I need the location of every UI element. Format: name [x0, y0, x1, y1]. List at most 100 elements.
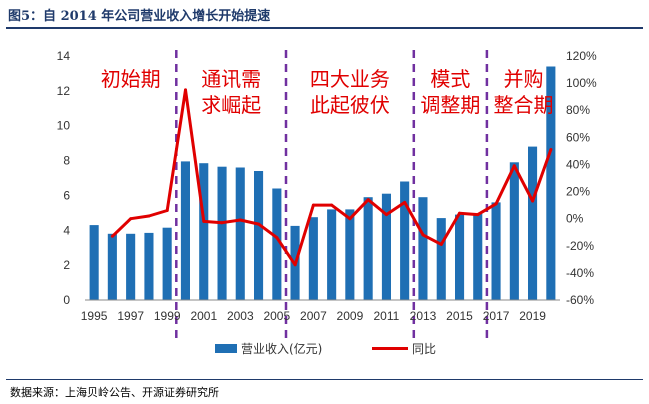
yoy-point-1997	[129, 217, 133, 221]
right-tick-label: -60%	[566, 293, 594, 307]
left-tick-label: 6	[63, 188, 70, 202]
yoy-point-2003	[238, 218, 242, 222]
figure-title: 图5：自 2014 年公司营业收入增长开始提速	[8, 9, 271, 24]
right-tick-label: 60%	[566, 130, 590, 144]
bar-2017	[491, 202, 501, 300]
phase-dividers	[175, 50, 489, 340]
phase-label: 求崛起	[201, 93, 261, 117]
source-rule	[6, 379, 643, 380]
x-tick-label: 1999	[154, 309, 181, 323]
x-tick-label: 2003	[227, 309, 254, 323]
yoy-point-2001	[202, 219, 206, 223]
title-rule	[6, 27, 643, 29]
source-note: 数据来源：上海贝岭公告、开源证券研究所	[10, 386, 219, 399]
bar-2002	[217, 166, 227, 300]
bar-2000	[180, 161, 190, 300]
right-tick-label: -40%	[566, 266, 594, 280]
bar-2005	[272, 188, 282, 300]
bar-2009	[345, 209, 355, 300]
yoy-point-2011	[384, 213, 388, 217]
right-tick-label: 80%	[566, 103, 590, 117]
bar-1995	[89, 225, 99, 300]
phase-label: 初始期	[101, 67, 161, 91]
yoy-line	[110, 88, 553, 267]
yoy-point-2009	[348, 217, 352, 221]
yoy-point-2000	[184, 88, 187, 92]
left-tick-label: 2	[63, 258, 70, 272]
bar-2020	[546, 66, 556, 300]
phase-label: 整合期	[494, 93, 554, 117]
bar-2011	[381, 193, 391, 300]
left-tick-label: 0	[63, 293, 70, 307]
yoy-point-2016	[476, 213, 480, 217]
x-tick-label: 2007	[300, 309, 327, 323]
legend-bar-label: 营业收入(亿元)	[241, 341, 322, 356]
right-tick-label: -20%	[566, 239, 594, 253]
legend-bar-swatch	[215, 344, 237, 353]
yoy-point-2014	[439, 242, 443, 246]
phase-label: 调整期	[420, 93, 480, 117]
right-tick-label: 0%	[566, 212, 584, 226]
x-tick-label: 1995	[81, 309, 108, 323]
left-tick-label: 4	[63, 223, 70, 237]
yoy-point-2018	[512, 164, 516, 168]
yoy-point-2019	[531, 199, 535, 203]
x-tick-label: 2001	[190, 309, 217, 323]
yoy-point-1999	[165, 209, 169, 212]
bar-2019	[528, 146, 538, 300]
bar-2013	[418, 197, 428, 300]
phase-label: 并购	[504, 67, 544, 91]
x-tick-label: 2013	[410, 309, 437, 323]
yoy-point-2002	[220, 221, 224, 225]
bar-2008	[327, 209, 337, 300]
x-tick-label: 2015	[446, 309, 473, 323]
revenue-chart: 0 2 4 6 8 10 12 14 -60% -40% -20% 0% 20% 40% 60% 80% 100…	[57, 49, 597, 356]
yoy-point-2006	[293, 263, 297, 267]
bar-2012	[400, 181, 410, 300]
legend-line-label: 同比	[412, 342, 436, 356]
axes: 0 2 4 6 8 10 12 14 -60% -40% -20% 0% 20% 40% 60% 80% 100…	[57, 49, 597, 323]
right-tick-label: 20%	[566, 185, 590, 199]
x-tick-label: 2011	[373, 309, 399, 323]
yoy-point-2010	[366, 198, 370, 202]
yoy-point-2004	[257, 222, 261, 226]
bar-1997	[126, 233, 136, 300]
yoy-point-2007	[311, 203, 315, 207]
bar-2018	[509, 162, 519, 300]
x-tick-label: 2019	[519, 309, 546, 323]
yoy-point-2008	[330, 203, 334, 207]
left-tick-label: 8	[63, 154, 70, 168]
right-tick-label: 100%	[566, 76, 597, 90]
yoy-point-2013	[421, 233, 425, 237]
phase-label: 四大业务	[310, 67, 390, 91]
left-tick-label: 14	[57, 49, 71, 63]
bar-1998	[144, 232, 154, 300]
bar-2016	[473, 213, 483, 300]
phase-label: 此起彼伏	[310, 93, 390, 117]
x-tick-label: 2017	[483, 309, 510, 323]
bar-2010	[363, 197, 373, 300]
yoy-point-1998	[147, 214, 151, 218]
yoy-point-2020	[549, 148, 553, 151]
left-tick-label: 12	[57, 84, 71, 98]
x-tick-label: 2009	[337, 309, 364, 323]
bar-2003	[235, 167, 245, 300]
bar-2015	[455, 214, 465, 300]
yoy-point-1996	[110, 234, 114, 238]
phase-label: 模式	[430, 67, 470, 91]
left-tick-label: 10	[57, 119, 71, 133]
bar-2014	[436, 218, 446, 300]
bar-1996	[107, 233, 117, 300]
bar-2007	[308, 217, 318, 300]
x-tick-label: 2005	[263, 309, 290, 323]
bar-2001	[199, 163, 209, 300]
right-tick-label: 40%	[566, 157, 590, 171]
yoy-point-2017	[494, 202, 498, 206]
legend: 营业收入(亿元) 同比	[215, 341, 436, 356]
x-tick-label: 1997	[117, 309, 144, 323]
bar-1999	[162, 227, 172, 300]
right-tick-label: 120%	[566, 49, 597, 63]
phase-label: 通讯需	[201, 67, 261, 91]
yoy-point-2005	[275, 236, 279, 240]
